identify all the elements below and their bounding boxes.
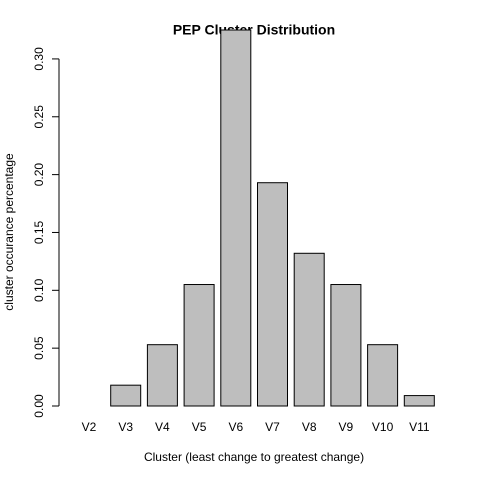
y-tick-label: 0.15 <box>32 220 46 244</box>
y-tick-label: 0.30 <box>32 47 46 71</box>
chart-title: PEP Cluster Distribution <box>173 22 335 38</box>
y-tick-label: 0.25 <box>32 105 46 129</box>
x-tick-label: V4 <box>155 420 170 434</box>
bar <box>110 384 142 407</box>
bar <box>403 395 435 407</box>
x-tick-label: V11 <box>409 420 430 434</box>
bar <box>257 182 288 407</box>
x-tick-label: V10 <box>372 420 394 434</box>
y-tick-label: 0.00 <box>32 394 46 418</box>
y-axis-label: cluster occurance percentage <box>2 153 16 311</box>
bar <box>330 284 362 407</box>
bar <box>293 252 325 407</box>
x-tick-label: V9 <box>339 420 354 434</box>
bar <box>146 344 178 407</box>
x-axis-label: Cluster (least change to greatest change… <box>144 450 364 464</box>
y-tick-label: 0.05 <box>32 336 46 360</box>
x-tick-label: V3 <box>118 420 133 434</box>
x-tick-label: V2 <box>82 420 97 434</box>
x-tick-label: V6 <box>228 420 243 434</box>
y-tick-label: 0.20 <box>32 163 46 187</box>
x-tick-label: V7 <box>265 420 280 434</box>
y-tick-label: 0.10 <box>32 278 46 302</box>
x-tick-label: V8 <box>302 420 317 434</box>
x-tick-label: V5 <box>192 420 207 434</box>
bar <box>183 284 215 407</box>
bar <box>367 344 399 407</box>
bar <box>220 29 252 407</box>
